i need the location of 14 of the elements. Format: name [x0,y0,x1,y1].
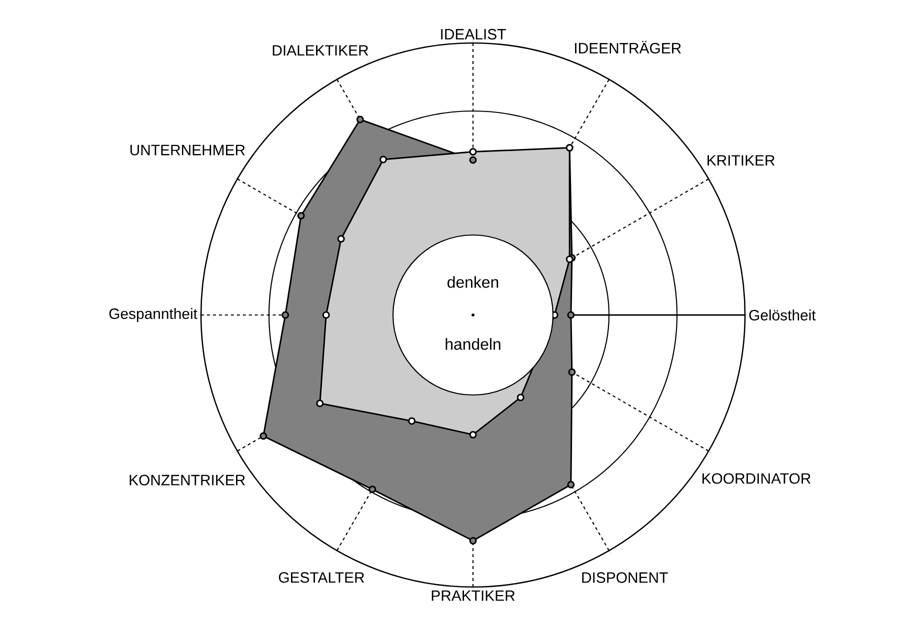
spoke-label: UNTERNEHMER [130,144,245,156]
spoke-label: DISPONENT [582,572,668,583]
spoke-label: IDEENTRÄGER [575,40,681,54]
spoke-label: Gespanntheit [109,308,198,322]
text: handeln [446,338,500,350]
spoke-label: Gelöstheit [749,310,816,320]
spoke-label: DIALEKTIKER [272,45,368,56]
spoke-label: IDEALIST [441,28,506,40]
text: denken [448,276,498,288]
spoke-label: GESTALTER [278,572,364,583]
spoke-label: KRITIKER [708,155,775,166]
spoke-label: PRAKTIKER [432,590,515,601]
spoke-label: KONZENTRIKER [130,474,245,486]
spoke-label: KOORDINATOR [702,473,810,484]
